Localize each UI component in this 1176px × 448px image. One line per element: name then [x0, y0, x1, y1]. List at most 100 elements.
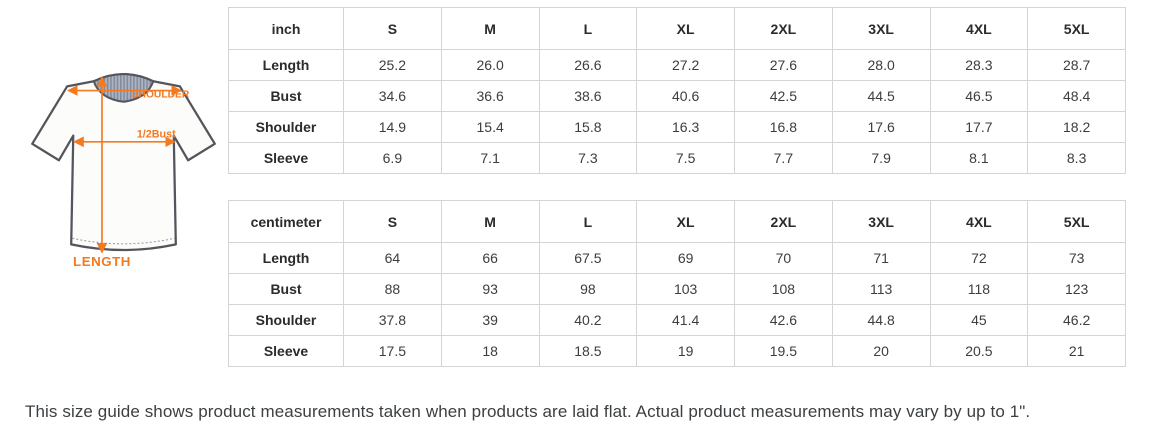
size-table-inch: inch S M L XL 2XL 3XL 4XL 5XL Length 25.2 26.0 26.6 2… — [228, 7, 1126, 174]
measurement-cell: 44.5 — [831, 80, 931, 112]
size-header-cell: M — [440, 200, 540, 243]
tshirt-measurement-diagram: SHOULDER 1/2Bust LENGTH — [28, 70, 218, 270]
row-label-cell: Sleeve — [228, 335, 344, 367]
measurement-cell: 19.5 — [734, 335, 833, 367]
row-label-cell: Bust — [228, 80, 344, 112]
shoulder-measure-label: SHOULDER — [132, 90, 190, 101]
measurement-cell: 7.7 — [734, 142, 833, 174]
measurement-cell: 17.5 — [343, 335, 442, 367]
measurement-cell: 103 — [636, 273, 735, 305]
measurement-cell: 108 — [734, 273, 833, 305]
measurement-row: Length 64 66 67.5 69 70 71 72 73 — [228, 242, 1126, 274]
size-header-cell: XL — [636, 200, 735, 243]
measurement-cell: 41.4 — [636, 304, 735, 336]
measurement-cell: 37.8 — [343, 304, 442, 336]
size-header-cell: 2XL — [734, 7, 833, 50]
measurement-cell: 14.9 — [343, 111, 442, 143]
size-header-cell: 3XL — [831, 7, 931, 50]
row-label-cell: Length — [228, 242, 344, 274]
measurement-row: Bust 88 93 98 103 108 113 118 123 — [228, 273, 1126, 305]
measurement-cell: 40.2 — [538, 304, 638, 336]
measurement-cell: 39 — [440, 304, 540, 336]
size-header-cell: 2XL — [734, 200, 833, 243]
measurement-cell: 69 — [636, 242, 735, 274]
measurement-cell: 72 — [929, 242, 1029, 274]
measurement-cell: 19 — [636, 335, 735, 367]
measurement-cell: 28.7 — [1027, 49, 1126, 81]
tshirt-illustration: SHOULDER 1/2Bust LENGTH — [31, 72, 216, 269]
measurement-cell: 6.9 — [343, 142, 442, 174]
measurement-row: Shoulder 37.8 39 40.2 41.4 42.6 44.8 45 46.2 — [228, 304, 1126, 336]
size-header-cell: 5XL — [1027, 7, 1126, 50]
measurement-cell: 18.5 — [538, 335, 638, 367]
measurement-cell: 44.8 — [831, 304, 931, 336]
size-header-cell: M — [440, 7, 540, 50]
row-label-cell: Shoulder — [228, 304, 344, 336]
measurement-cell: 93 — [440, 273, 540, 305]
size-header-row: inch S M L XL 2XL 3XL 4XL 5XL — [228, 7, 1126, 50]
measurement-cell: 45 — [929, 304, 1029, 336]
measurement-cell: 88 — [343, 273, 442, 305]
measurement-cell: 16.8 — [734, 111, 833, 143]
measurement-cell: 38.6 — [538, 80, 638, 112]
row-label-cell: Shoulder — [228, 111, 344, 143]
size-tables-region: inch S M L XL 2XL 3XL 4XL 5XL Length 25.2 26.0 26.6 2… — [228, 7, 1126, 367]
measurement-cell: 27.6 — [734, 49, 833, 81]
measurement-cell: 98 — [538, 273, 638, 305]
size-header-cell: 3XL — [831, 200, 931, 243]
measurement-cell: 34.6 — [343, 80, 442, 112]
measurement-cell: 40.6 — [636, 80, 735, 112]
measurement-cell: 71 — [831, 242, 931, 274]
measurement-cell: 66 — [440, 242, 540, 274]
measurement-cell: 7.3 — [538, 142, 638, 174]
size-header-cell: 4XL — [929, 7, 1029, 50]
measurement-cell: 7.9 — [831, 142, 931, 174]
measurement-cell: 7.1 — [440, 142, 540, 174]
size-header-cell: 4XL — [929, 200, 1029, 243]
measurement-cell: 18.2 — [1027, 111, 1126, 143]
measurement-cell: 42.5 — [734, 80, 833, 112]
size-header-cell: L — [538, 200, 638, 243]
measurement-cell: 64 — [343, 242, 442, 274]
row-label-cell: Sleeve — [228, 142, 344, 174]
size-header-cell: S — [343, 7, 442, 50]
measurement-cell: 20.5 — [929, 335, 1029, 367]
measurement-row: Shoulder 14.9 15.4 15.8 16.3 16.8 17.6 17.7 18.2 — [228, 111, 1126, 143]
measurement-cell: 17.7 — [929, 111, 1029, 143]
size-header-row: centimeter S M L XL 2XL 3XL 4XL 5XL — [228, 200, 1126, 243]
measurement-cell: 73 — [1027, 242, 1126, 274]
measurement-cell: 18 — [440, 335, 540, 367]
measurement-cell: 28.3 — [929, 49, 1029, 81]
measurement-cell: 28.0 — [831, 49, 931, 81]
measurement-cell: 36.6 — [440, 80, 540, 112]
measurement-cell: 15.4 — [440, 111, 540, 143]
unit-header-cell: inch — [228, 7, 344, 50]
length-measure-label: LENGTH — [73, 254, 131, 269]
measurement-row: Length 25.2 26.0 26.6 27.2 27.6 28.0 28.3 28.7 — [228, 49, 1126, 81]
size-header-cell: 5XL — [1027, 200, 1126, 243]
measurement-cell: 27.2 — [636, 49, 735, 81]
half-bust-measure-label: 1/2Bust — [137, 129, 176, 141]
measurement-cell: 7.5 — [636, 142, 735, 174]
measurement-cell: 113 — [831, 273, 931, 305]
measurement-cell: 21 — [1027, 335, 1126, 367]
measurement-cell: 26.0 — [440, 49, 540, 81]
row-label-cell: Length — [228, 49, 344, 81]
measurement-cell: 17.6 — [831, 111, 931, 143]
measurement-cell: 15.8 — [538, 111, 638, 143]
size-table-centimeter: centimeter S M L XL 2XL 3XL 4XL 5XL Length 64 66 67.… — [228, 200, 1126, 367]
measurement-cell: 118 — [929, 273, 1029, 305]
measurement-cell: 46.5 — [929, 80, 1029, 112]
measurement-cell: 8.3 — [1027, 142, 1126, 174]
measurement-row: Sleeve 17.5 18 18.5 19 19.5 20 20.5 21 — [228, 335, 1126, 367]
measurement-cell: 26.6 — [538, 49, 638, 81]
measurement-cell: 46.2 — [1027, 304, 1126, 336]
measurement-cell: 25.2 — [343, 49, 442, 81]
size-header-cell: L — [538, 7, 638, 50]
measurement-note: This size guide shows product measuremen… — [25, 402, 1031, 421]
row-label-cell: Bust — [228, 273, 344, 305]
measurement-cell: 42.6 — [734, 304, 833, 336]
size-header-cell: S — [343, 200, 442, 243]
measurement-cell: 67.5 — [538, 242, 638, 274]
